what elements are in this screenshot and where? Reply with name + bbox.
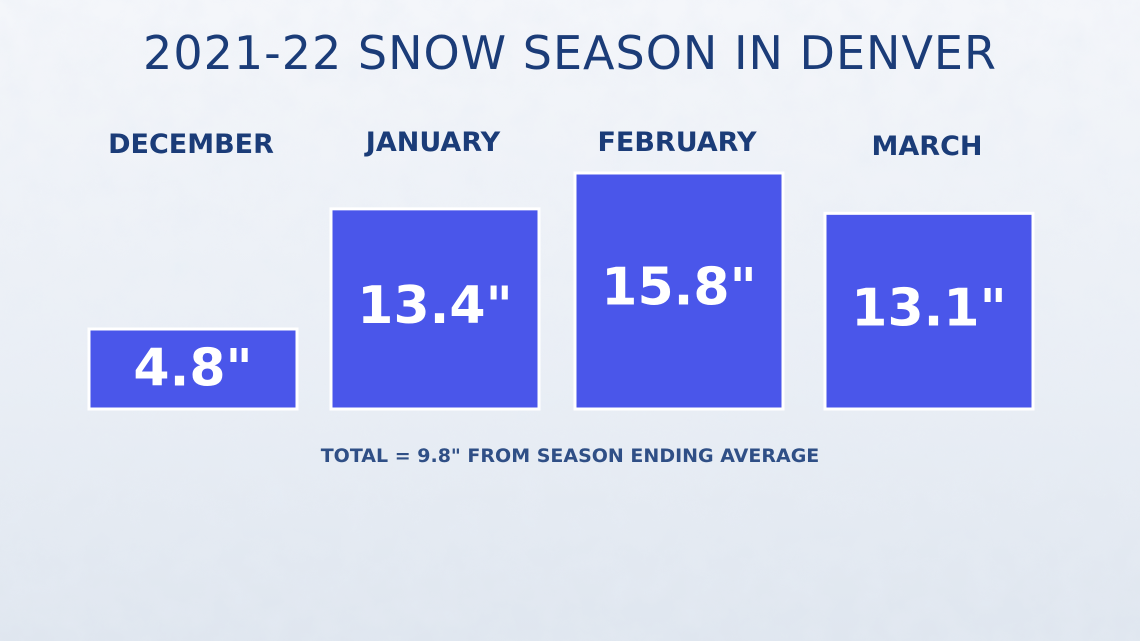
chart-title: 2021-22 SNOW SEASON IN DENVER [143,26,997,80]
bar-february [573,171,785,411]
bar-december [87,327,299,411]
category-label-march: MARCH [872,131,983,162]
value-label-december: 4.8" [133,338,252,398]
category-label-february: FEBRUARY [597,127,757,158]
category-label-december: DECEMBER [108,129,274,160]
total-annotation: TOTAL = 9.8" FROM SEASON ENDING AVERAGE [320,445,820,467]
value-label-march: 13.1" [851,278,1006,338]
bar-january [329,207,541,411]
category-label-january: JANUARY [364,127,501,158]
bar-march [823,211,1035,411]
value-label-february: 15.8" [601,257,756,317]
value-label-january: 13.4" [357,276,512,336]
